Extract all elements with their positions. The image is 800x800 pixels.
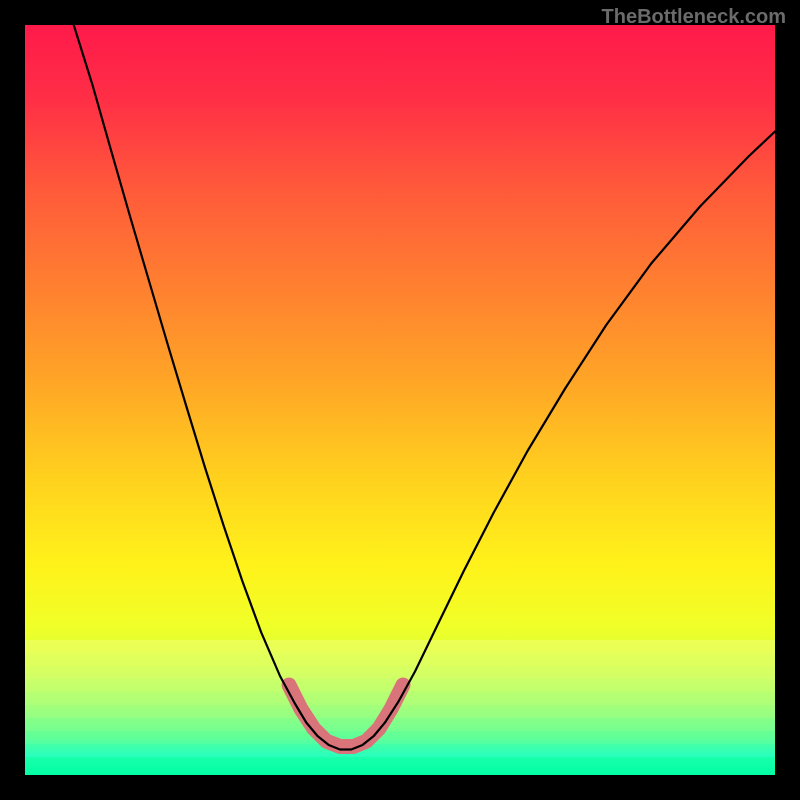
curve-overlay [25, 25, 775, 775]
highlight-segment [289, 685, 403, 747]
bottleneck-chart [25, 25, 775, 775]
attribution-text: TheBottleneck.com [602, 6, 786, 29]
bottleneck-curve [74, 25, 775, 750]
